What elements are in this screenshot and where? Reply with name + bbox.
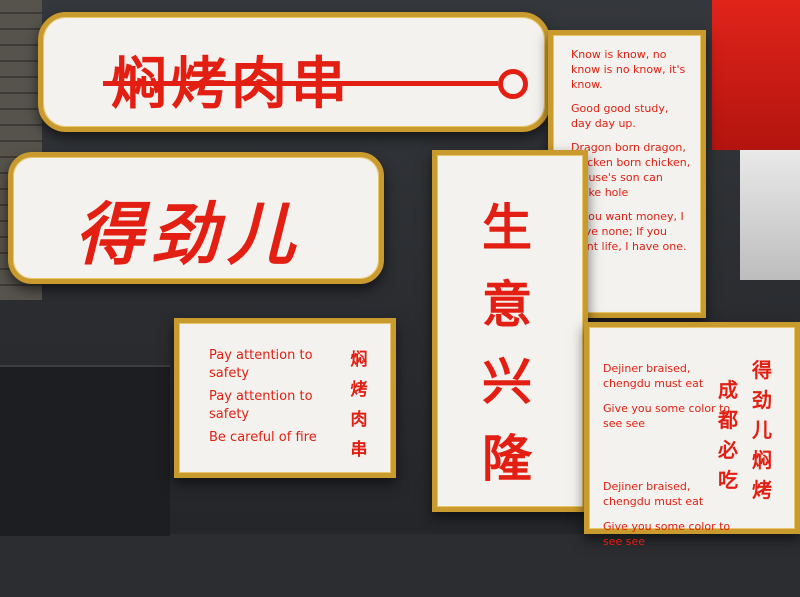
dark-panel xyxy=(0,365,170,536)
chengdu-group: Dejiner braised, chengdu must eat Give y… xyxy=(603,479,733,549)
safety-line: Pay attention to safety xyxy=(209,348,313,381)
chengdu-vertical-text-1: 成都必吃 xyxy=(718,378,738,492)
proverb-line: Dragon born dragon, chicken born chicken… xyxy=(571,141,691,199)
proverb-line: Good good study, day day up. xyxy=(571,102,669,130)
chengdu-line: Dejiner braised, chengdu must eat xyxy=(603,480,704,508)
proverb-line: If you want money, I have none; If you w… xyxy=(571,210,687,253)
chengdu-line: Dejiner braised, chengdu must eat xyxy=(603,362,704,390)
sign-proverbs: Know is know, no know is no know, it's k… xyxy=(548,30,706,318)
safety-line: Pay attention to safety xyxy=(209,389,313,422)
sign-braised-skewers: 焖烤肉串 xyxy=(38,12,550,132)
sign-business-text: 生意兴隆 xyxy=(482,198,532,488)
red-panel xyxy=(712,0,800,150)
sign-dejin: 得劲儿 xyxy=(8,152,384,284)
skewer-line xyxy=(103,81,498,86)
proverb-line: Know is know, no know is no know, it's k… xyxy=(571,48,686,91)
sign-chengdu: Dejiner braised, chengdu must eat Give y… xyxy=(584,322,800,548)
chengdu-line: Give you some color to see see xyxy=(603,402,731,430)
sign-braised-skewers-text: 焖烤肉串 xyxy=(111,51,351,117)
safety-line: Be careful of fire xyxy=(209,430,317,445)
chengdu-group: Dejiner braised, chengdu must eat Give y… xyxy=(603,361,733,431)
safety-list: Pay attention to safety Pay attention to… xyxy=(209,347,331,452)
sign-safety: Pay attention to safety Pay attention to… xyxy=(174,318,396,478)
chengdu-vertical-text-2: 得劲儿焖烤 xyxy=(752,358,772,502)
chengdu-line: Give you some color to see see xyxy=(603,520,731,548)
proverb-list: Know is know, no know is no know, it's k… xyxy=(571,47,691,263)
sign-business-prosperity: 生意兴隆 xyxy=(432,150,588,512)
sign-dejin-text: 得劲儿 xyxy=(75,195,304,275)
safety-vertical-text: 焖烤肉串 xyxy=(350,350,368,460)
skewer-ring-icon xyxy=(498,69,528,99)
white-box xyxy=(740,150,800,280)
chengdu-list: Dejiner braised, chengdu must eat Give y… xyxy=(603,361,733,597)
